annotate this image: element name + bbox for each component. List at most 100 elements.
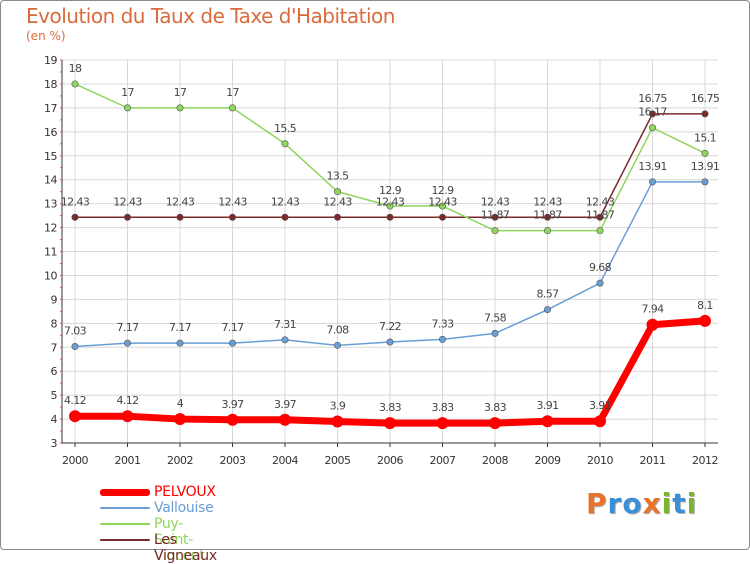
y-tick-label: 15 xyxy=(44,150,57,163)
data-label-puy-saint-vincent: 12.9 xyxy=(379,184,402,197)
data-label-puy-saint-vincent: 12.9 xyxy=(431,184,454,197)
data-label-vallouise: 9.68 xyxy=(589,261,612,274)
data-point-pelvoux xyxy=(121,410,134,423)
data-point-pelvoux xyxy=(489,417,501,430)
data-point-pelvoux xyxy=(699,314,711,327)
line-chart: 3 4 5 6 7 8 9 10 11 12 13 14 15 16 17 18 19 2000 2001 2002 2… xyxy=(44,54,720,467)
data-label-vallouise: 7.22 xyxy=(379,320,401,333)
y-tick-label: 11 xyxy=(44,246,57,259)
data-point-pelvoux xyxy=(646,318,659,331)
data-point-puy-saint-vincent xyxy=(124,104,132,112)
data-point-vallouise xyxy=(438,335,446,343)
x-tick-label: 2012 xyxy=(692,454,718,467)
data-point-vallouise xyxy=(124,339,132,347)
data-point-pelvoux xyxy=(331,415,344,428)
data-label-pelvoux: 3.9 xyxy=(330,399,346,412)
data-point-pelvoux xyxy=(174,413,186,426)
proxiti-logo: Proxiti xyxy=(586,487,697,520)
data-point-pelvoux xyxy=(279,413,291,426)
data-label-vallouise: 7.08 xyxy=(326,323,349,336)
data-label-pelvoux: 3.97 xyxy=(274,398,297,411)
y-tick-label: 12 xyxy=(44,222,57,235)
data-label-puy-saint-vincent: 11.87 xyxy=(533,209,562,222)
data-label-les-vigneaux: 12.43 xyxy=(376,195,405,208)
data-label-puy-saint-vincent: 17 xyxy=(226,86,239,99)
data-point-puy-saint-vincent xyxy=(386,202,394,210)
y-tick-label: 13 xyxy=(44,198,57,211)
data-label-puy-saint-vincent: 15.1 xyxy=(694,131,716,144)
data-point-puy-saint-vincent xyxy=(229,104,237,112)
data-point-vallouise xyxy=(386,338,394,346)
data-label-pelvoux: 4.12 xyxy=(116,394,138,407)
logo-letter: i xyxy=(686,487,698,520)
data-point-vallouise xyxy=(333,341,341,349)
chart-title: Evolution du Taux de Taxe d'Habitation xyxy=(26,4,395,28)
data-point-les-vigneaux xyxy=(596,213,604,221)
x-tick-label: 2003 xyxy=(220,454,246,467)
data-point-pelvoux xyxy=(226,413,239,426)
data-point-puy-saint-vincent xyxy=(333,188,341,196)
data-point-vallouise xyxy=(229,339,237,347)
logo-letter: x xyxy=(642,487,662,520)
data-label-pelvoux: 3.91 xyxy=(589,399,611,412)
data-label-les-vigneaux: 12.43 xyxy=(428,195,457,208)
data-label-puy-saint-vincent: 17 xyxy=(174,86,187,99)
data-point-puy-saint-vincent xyxy=(281,140,289,148)
y-tick-label: 19 xyxy=(44,54,57,67)
y-tick-label: 7 xyxy=(51,341,58,354)
data-label-pelvoux: 7.94 xyxy=(641,303,664,316)
data-point-puy-saint-vincent xyxy=(701,149,709,157)
y-tick-label: 4 xyxy=(51,413,58,426)
x-tick-label: 2007 xyxy=(430,454,456,467)
data-label-pelvoux: 3.97 xyxy=(221,398,244,411)
data-point-les-vigneaux xyxy=(701,110,709,118)
data-label-vallouise: 13.91 xyxy=(691,160,720,173)
y-tick-label: 16 xyxy=(44,126,57,139)
logo-letter: t xyxy=(672,487,687,520)
data-point-puy-saint-vincent xyxy=(438,202,446,210)
legend-swatch-vallouise xyxy=(100,507,150,509)
data-label-vallouise: 7.31 xyxy=(274,318,296,331)
data-label-puy-saint-vincent: 16.17 xyxy=(638,106,667,119)
data-point-les-vigneaux xyxy=(176,213,184,221)
data-label-vallouise: 7.03 xyxy=(64,325,87,338)
data-point-puy-saint-vincent xyxy=(491,227,499,235)
data-label-pelvoux: 3.83 xyxy=(379,401,402,414)
data-point-vallouise xyxy=(648,178,656,186)
data-label-les-vigneaux: 12.43 xyxy=(113,195,142,208)
data-point-pelvoux xyxy=(541,415,554,428)
data-label-puy-saint-vincent: 18 xyxy=(69,62,82,75)
data-label-les-vigneaux: 16.75 xyxy=(638,92,667,105)
logo-letter: P xyxy=(586,487,608,520)
data-point-les-vigneaux xyxy=(386,213,394,221)
data-label-les-vigneaux: 12.43 xyxy=(323,195,352,208)
data-point-les-vigneaux xyxy=(281,213,289,221)
data-label-les-vigneaux: 12.43 xyxy=(271,195,300,208)
y-tick-label: 5 xyxy=(51,389,58,402)
legend-swatch-pelvoux xyxy=(100,489,150,496)
logo-letter: o xyxy=(622,487,643,520)
legend-label-pelvoux: PELVOUX xyxy=(154,484,216,500)
data-label-vallouise: 8.57 xyxy=(536,288,559,301)
x-tick-label: 2000 xyxy=(62,454,88,467)
data-label-les-vigneaux: 12.43 xyxy=(166,195,195,208)
data-label-pelvoux: 3.83 xyxy=(431,401,454,414)
data-point-puy-saint-vincent xyxy=(71,80,79,88)
data-label-puy-saint-vincent: 13.5 xyxy=(326,170,349,183)
data-label-vallouise: 13.91 xyxy=(638,160,667,173)
data-label-pelvoux: 4.12 xyxy=(64,394,86,407)
logo-letter: i xyxy=(661,487,673,520)
data-point-vallouise xyxy=(543,306,551,314)
x-tick-label: 2004 xyxy=(272,454,298,467)
data-point-les-vigneaux xyxy=(438,213,446,221)
x-tick-label: 2005 xyxy=(325,454,351,467)
data-label-puy-saint-vincent: 15.5 xyxy=(274,122,297,135)
x-tick-label: 2002 xyxy=(167,454,193,467)
data-label-pelvoux: 3.83 xyxy=(484,401,507,414)
chart-subtitle: (en %) xyxy=(26,29,66,43)
x-tick-label: 2006 xyxy=(377,454,403,467)
data-label-vallouise: 7.17 xyxy=(116,321,139,334)
data-point-les-vigneaux xyxy=(491,213,499,221)
data-label-vallouise: 7.17 xyxy=(221,321,244,334)
data-label-les-vigneaux: 12.43 xyxy=(586,195,615,208)
